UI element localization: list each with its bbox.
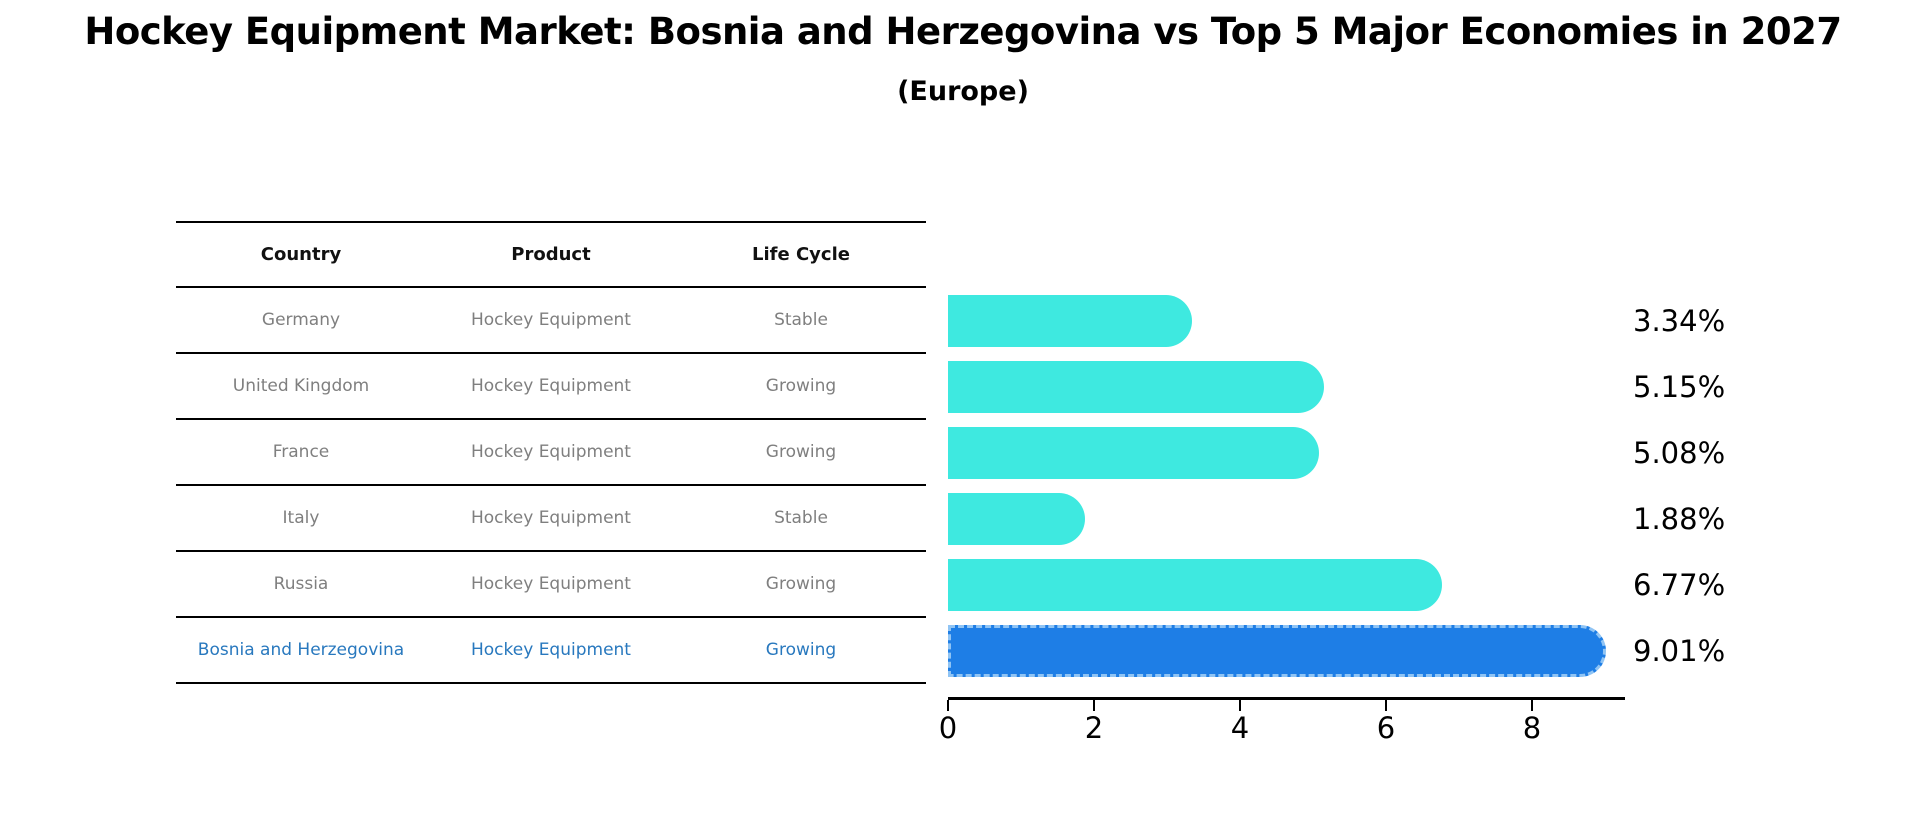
table-row-russia: Russia Hockey Equipment Growing (176, 552, 926, 618)
country-cell: France (272, 442, 330, 462)
bar-germany (948, 295, 1192, 347)
bar-united-kingdom (948, 361, 1324, 413)
bar-italy (948, 493, 1085, 545)
country-cell: Russia (273, 574, 329, 594)
x-axis-tick (1239, 700, 1241, 711)
bar-russia (948, 559, 1442, 611)
bar-bosnia-and-herzegovina (948, 625, 1606, 677)
column-header-life-cycle: Life Cycle (752, 244, 850, 265)
x-axis-tick (1531, 700, 1533, 711)
x-axis-tick-label: 0 (938, 711, 958, 745)
bar-value-label-russia: 6.77% (1633, 568, 1726, 602)
product-cell: Hockey Equipment (471, 376, 631, 396)
bar-value-label-united-kingdom: 5.15% (1633, 370, 1726, 404)
chart-subtitle: (Europe) (897, 76, 1029, 107)
product-cell: Hockey Equipment (471, 508, 631, 528)
product-cell: Hockey Equipment (471, 310, 631, 330)
chart-title: Hockey Equipment Market: Bosnia and Herz… (84, 10, 1842, 53)
life-cycle-cell: Growing (765, 640, 837, 660)
country-cell: Bosnia and Herzegovina (197, 640, 405, 660)
x-axis-tick-label: 4 (1230, 711, 1250, 745)
x-axis-tick-label: 8 (1522, 711, 1542, 745)
table-row-italy: Italy Hockey Equipment Stable (176, 486, 926, 552)
column-header-product: Product (511, 244, 591, 265)
x-axis-tick-label: 6 (1376, 711, 1396, 745)
table-row-united-kingdom: United Kingdom Hockey Equipment Growing (176, 354, 926, 420)
x-axis-tick (1093, 700, 1095, 711)
x-axis-tick (1385, 700, 1387, 711)
bar-france (948, 427, 1319, 479)
table-row-france: France Hockey Equipment Growing (176, 420, 926, 486)
life-cycle-cell: Stable (774, 310, 828, 330)
product-cell: Hockey Equipment (471, 574, 631, 594)
life-cycle-cell: Growing (765, 574, 837, 594)
x-axis-tick (947, 700, 949, 711)
life-cycle-cell: Growing (765, 442, 837, 462)
table-row-bosnia-and-herzegovina: Bosnia and Herzegovina Hockey Equipment Gr… (176, 618, 926, 684)
country-cell: United Kingdom (232, 376, 370, 396)
column-header-country: Country (260, 244, 342, 265)
country-cell: Germany (261, 310, 341, 330)
country-cell: Italy (282, 508, 320, 528)
bar-value-label-germany: 3.34% (1633, 304, 1726, 338)
bar-value-label-bosnia-and-herzegovina: 9.01% (1633, 634, 1726, 668)
product-cell: Hockey Equipment (471, 640, 631, 660)
table-row-germany: Germany Hockey Equipment Stable (176, 288, 926, 354)
table-header-row: Country Product Life Cycle (176, 221, 926, 288)
x-axis-tick-label: 2 (1084, 711, 1104, 745)
x-axis-line (948, 697, 1625, 700)
country-table: Country Product Life Cycle Germany Hockey… (176, 221, 926, 684)
product-cell: Hockey Equipment (471, 442, 631, 462)
bar-value-label-france: 5.08% (1633, 436, 1726, 470)
table-body: Germany Hockey Equipment Stable United King… (176, 288, 926, 684)
bar-value-label-italy: 1.88% (1633, 502, 1726, 536)
life-cycle-cell: Growing (765, 376, 837, 396)
life-cycle-cell: Stable (774, 508, 828, 528)
